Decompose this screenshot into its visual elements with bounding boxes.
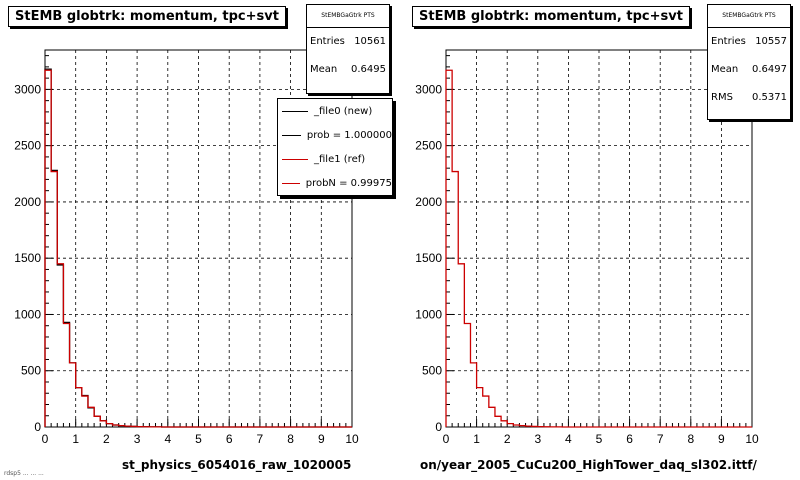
x-tick-label: 6 <box>626 432 633 446</box>
x-tick-label: 0 <box>42 432 49 446</box>
panel-2-stats-box: StEMBGaGtrk PTS Entries 10557 Mean 0.649… <box>707 4 791 120</box>
x-tick-label: 3 <box>534 432 541 446</box>
stats-name: StEMBGaGtrk PTS <box>708 5 790 28</box>
x-tick-label: 10 <box>345 432 359 446</box>
stats-name: StEMBGaGtrk PTS <box>307 5 389 28</box>
x-tick-label: 0 <box>443 432 450 446</box>
x-tick-label: 6 <box>226 432 233 446</box>
panel-1-x-title: st_physics_6054016_raw_1020005 <box>122 458 352 472</box>
stats-row: RMS 0.5371 <box>711 92 787 103</box>
y-tick-label: 2500 <box>415 139 442 153</box>
y-tick-label: 1000 <box>415 307 442 321</box>
x-tick-label: 2 <box>504 432 511 446</box>
histogram-series--file1-ref- <box>445 69 752 428</box>
y-tick-label: 2000 <box>14 195 41 209</box>
y-tick-label: 500 <box>422 364 442 378</box>
x-tick-label: 2 <box>103 432 110 446</box>
histogram-series--file1-ref- <box>44 69 352 428</box>
x-tick-label: 3 <box>134 432 141 446</box>
x-tick-label: 8 <box>287 432 294 446</box>
stats-row: Entries 10561 <box>310 36 386 47</box>
y-tick-label: 500 <box>21 364 41 378</box>
y-tick-label: 2000 <box>415 195 442 209</box>
stats-row: Entries 10557 <box>711 36 787 47</box>
y-tick-label: 1000 <box>14 307 41 321</box>
legend-entry: _file0 (new) <box>278 99 392 123</box>
panel-1-stats-box: StEMBGaGtrk PTS Entries 10561 Mean 0.649… <box>306 4 390 94</box>
y-tick-label: 3000 <box>415 82 442 96</box>
y-tick-label: 2500 <box>14 139 41 153</box>
x-tick-label: 7 <box>657 432 664 446</box>
legend-entry: _file1 (ref) <box>278 147 392 171</box>
x-tick-label: 7 <box>257 432 264 446</box>
x-tick-label: 5 <box>596 432 603 446</box>
stats-row: Mean 0.6495 <box>310 64 386 75</box>
y-tick-label: 0 <box>34 420 41 434</box>
x-tick-label: 5 <box>195 432 202 446</box>
x-tick-label: 9 <box>718 432 725 446</box>
stats-row: Mean 0.6497 <box>711 64 787 75</box>
legend-entry: probN = 0.99975 <box>278 171 392 195</box>
x-tick-label: 1 <box>72 432 79 446</box>
y-tick-label: 0 <box>435 420 442 434</box>
panel-1-title: StEMB globtrk: momentum, tpc+svt <box>8 6 286 27</box>
x-tick-label: 8 <box>687 432 694 446</box>
panel-2-title: StEMB globtrk: momentum, tpc+svt <box>412 6 690 27</box>
legend-box: _file0 (new) prob = 1.000000 _file1 (ref… <box>277 98 393 196</box>
legend-swatch <box>282 182 300 184</box>
x-tick-label: 10 <box>745 432 759 446</box>
legend-entry: prob = 1.000000 <box>278 123 392 147</box>
x-tick-label: 1 <box>473 432 480 446</box>
x-tick-label: 9 <box>318 432 325 446</box>
panel-2-x-title: on/year_2005_CuCu200_HighTower_daq_sl302… <box>420 458 757 472</box>
x-tick-label: 4 <box>164 432 171 446</box>
y-tick-label: 1500 <box>415 251 442 265</box>
legend-swatch <box>282 134 301 136</box>
x-tick-label: 4 <box>565 432 572 446</box>
legend-swatch <box>282 158 308 160</box>
legend-swatch <box>282 110 308 112</box>
footer-text: rdsp5 ... ... ... <box>4 470 44 477</box>
y-tick-label: 1500 <box>14 251 41 265</box>
y-tick-label: 3000 <box>14 82 41 96</box>
